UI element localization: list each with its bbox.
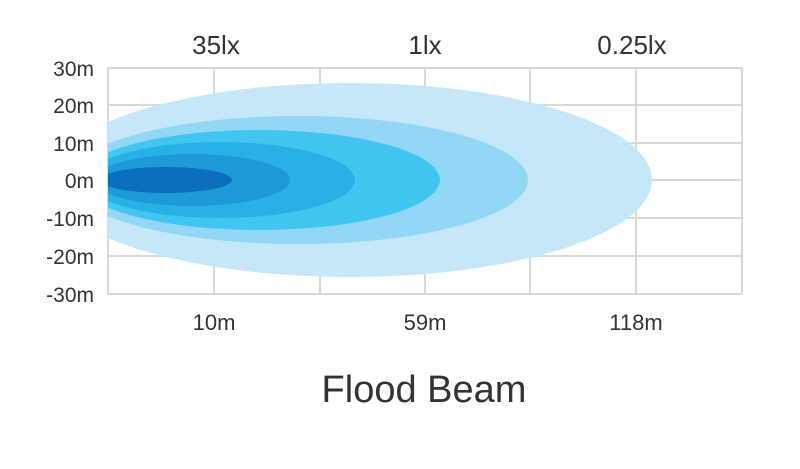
lux-label-35: 35lx [192,30,240,60]
y-label-10: 10m [53,133,94,156]
beam-zone-6 [108,167,232,193]
lux-label-0-25: 0.25lx [597,30,666,60]
y-label-30: 30m [53,58,94,81]
distance-label-59: 59m [404,310,447,335]
beam-zones [108,83,652,277]
y-label-0: 0m [65,170,94,193]
lux-label-1: 1lx [408,30,441,60]
y-label-neg30: -30m [46,284,94,307]
y-label-20: 20m [53,95,94,118]
y-label-neg10: -10m [46,208,94,231]
distance-label-118: 118m [609,310,662,335]
distance-label-10: 10m [193,310,236,335]
y-label-neg20: -20m [46,246,94,269]
diagram-title: Flood Beam [322,369,527,411]
